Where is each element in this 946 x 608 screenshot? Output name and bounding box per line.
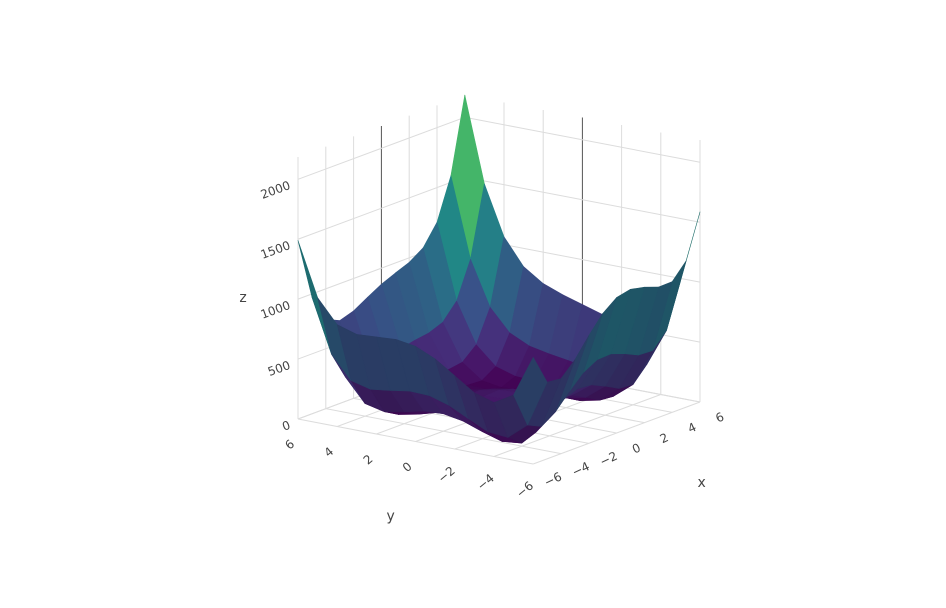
y-axis-title: y: [386, 509, 394, 525]
y-tick-label: 6: [282, 437, 297, 453]
y-tick-label: −2: [435, 464, 458, 486]
z-axis-title: z: [239, 290, 246, 306]
surface-layer: [297, 94, 701, 444]
grid-line: [533, 401, 701, 465]
x-tick-label: 0: [630, 441, 643, 457]
x-tick-label: −6: [542, 469, 564, 489]
grid-line: [297, 176, 465, 240]
y-tick-label: 0: [400, 459, 415, 475]
grid-line: [493, 394, 661, 457]
grid-line: [464, 176, 701, 223]
x-tick-label: 6: [713, 410, 726, 426]
z-tick-label: 0: [280, 418, 292, 434]
y-tick-label: −4: [474, 471, 497, 493]
surface-cell: [513, 357, 548, 426]
x-axis-title: x: [697, 475, 705, 491]
x-tick-label: −4: [570, 459, 592, 479]
y-tick-label: 4: [321, 444, 336, 460]
x-tick-label: 2: [658, 430, 671, 446]
z-tick-label: 1000: [259, 298, 292, 322]
z-tick-label: 1500: [259, 238, 292, 262]
grid-line: [297, 116, 465, 180]
z-tick-label: 2000: [259, 178, 292, 202]
x-tick-label: −2: [598, 449, 620, 469]
z-tick-label: 500: [266, 358, 292, 379]
x-tick-label: 4: [686, 420, 699, 436]
y-tick-label: 2: [361, 452, 376, 468]
grid-line: [464, 116, 701, 163]
y-tick-label: −6: [514, 479, 537, 501]
